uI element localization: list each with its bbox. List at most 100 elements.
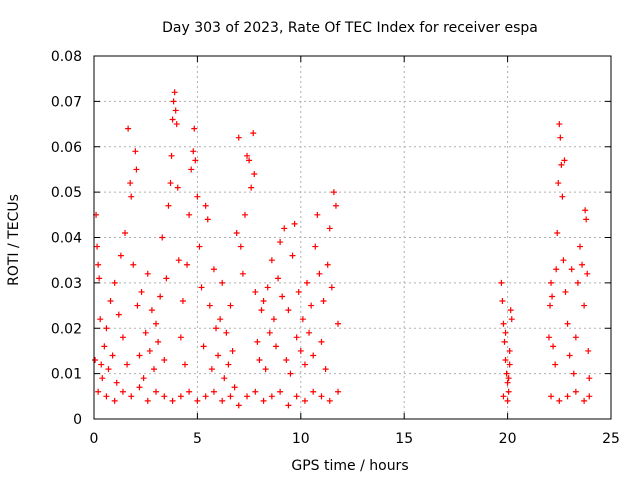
data-point (570, 370, 577, 377)
data-point (322, 366, 329, 373)
data-point (161, 357, 168, 364)
data-point (196, 243, 203, 250)
data-point (210, 266, 217, 273)
data-point (501, 338, 508, 345)
data-point (502, 357, 509, 364)
data-point (499, 298, 506, 305)
data-point (95, 388, 102, 395)
data-point (295, 288, 302, 295)
data-point (94, 243, 101, 250)
y-tick-label: 0.04 (51, 231, 82, 247)
data-point (581, 397, 588, 404)
data-point (105, 366, 112, 373)
data-point (555, 180, 562, 187)
data-point (138, 288, 145, 295)
data-point (304, 279, 311, 286)
data-point (190, 148, 197, 155)
data-point (320, 298, 327, 305)
data-point (227, 302, 234, 309)
data-point (111, 279, 118, 286)
data-point (125, 125, 132, 132)
data-point (227, 393, 234, 400)
data-point (584, 270, 591, 277)
data-point (559, 193, 566, 200)
data-point (177, 334, 184, 341)
data-point (586, 375, 593, 382)
data-point (560, 257, 567, 264)
data-point (279, 293, 286, 300)
data-point (585, 347, 592, 354)
data-point (506, 361, 513, 368)
data-point (252, 388, 259, 395)
data-point (113, 379, 120, 386)
data-point (312, 243, 319, 250)
data-point (502, 329, 509, 336)
data-point (548, 393, 555, 400)
data-point (283, 357, 290, 364)
data-point (558, 161, 565, 168)
data-point (115, 311, 122, 318)
data-point (301, 361, 308, 368)
data-point (250, 130, 257, 137)
data-point (335, 388, 342, 395)
y-tick-label: 0.08 (51, 49, 82, 65)
data-point (579, 261, 586, 268)
data-point (144, 397, 151, 404)
data-point (252, 288, 259, 295)
data-point (314, 211, 321, 218)
chart-title: Day 303 of 2023, Rate Of TEC Index for r… (162, 20, 538, 36)
data-point (239, 270, 246, 277)
data-point (318, 393, 325, 400)
data-point (225, 361, 232, 368)
data-point (503, 370, 510, 377)
data-point (148, 307, 155, 314)
data-point (210, 388, 217, 395)
data-point (505, 375, 512, 382)
data-point (169, 116, 176, 123)
data-point (262, 366, 269, 373)
data-point (186, 388, 193, 395)
y-axis-label: ROTI / TECUs (6, 194, 22, 286)
data-point (215, 352, 222, 359)
data-point (564, 320, 571, 327)
data-point (568, 266, 575, 273)
data-point (260, 397, 267, 404)
data-point (572, 334, 579, 341)
data-point (167, 180, 174, 187)
data-point (324, 261, 331, 268)
data-point (335, 320, 342, 327)
data-point (237, 243, 244, 250)
data-point (119, 388, 126, 395)
data-point (556, 397, 563, 404)
data-point (161, 393, 168, 400)
data-point (281, 225, 288, 232)
data-point (165, 202, 172, 209)
data-point (186, 211, 193, 218)
data-point (97, 316, 104, 323)
data-point (175, 257, 182, 264)
data-point (134, 302, 141, 309)
y-axis-ticks: 0 0.01 0.02 0.03 0.04 0.05 0.06 0.07 0.08 (51, 49, 611, 428)
data-point (173, 121, 180, 128)
data-point (316, 270, 323, 277)
data-point (231, 384, 238, 391)
data-point (332, 202, 339, 209)
data-point (549, 293, 556, 300)
data-point (310, 388, 317, 395)
data-point (246, 157, 253, 164)
x-tick-label: 20 (499, 431, 517, 447)
data-point (169, 397, 176, 404)
data-point (235, 134, 242, 141)
plot-frame (93, 55, 612, 420)
data-point (554, 229, 561, 236)
data-point (572, 388, 579, 395)
data-point (582, 207, 589, 214)
data-point (504, 397, 511, 404)
data-point (119, 334, 126, 341)
data-point (219, 279, 226, 286)
data-point (586, 393, 593, 400)
data-point (498, 279, 505, 286)
data-point (506, 347, 513, 354)
data-point (136, 384, 143, 391)
data-point (219, 397, 226, 404)
